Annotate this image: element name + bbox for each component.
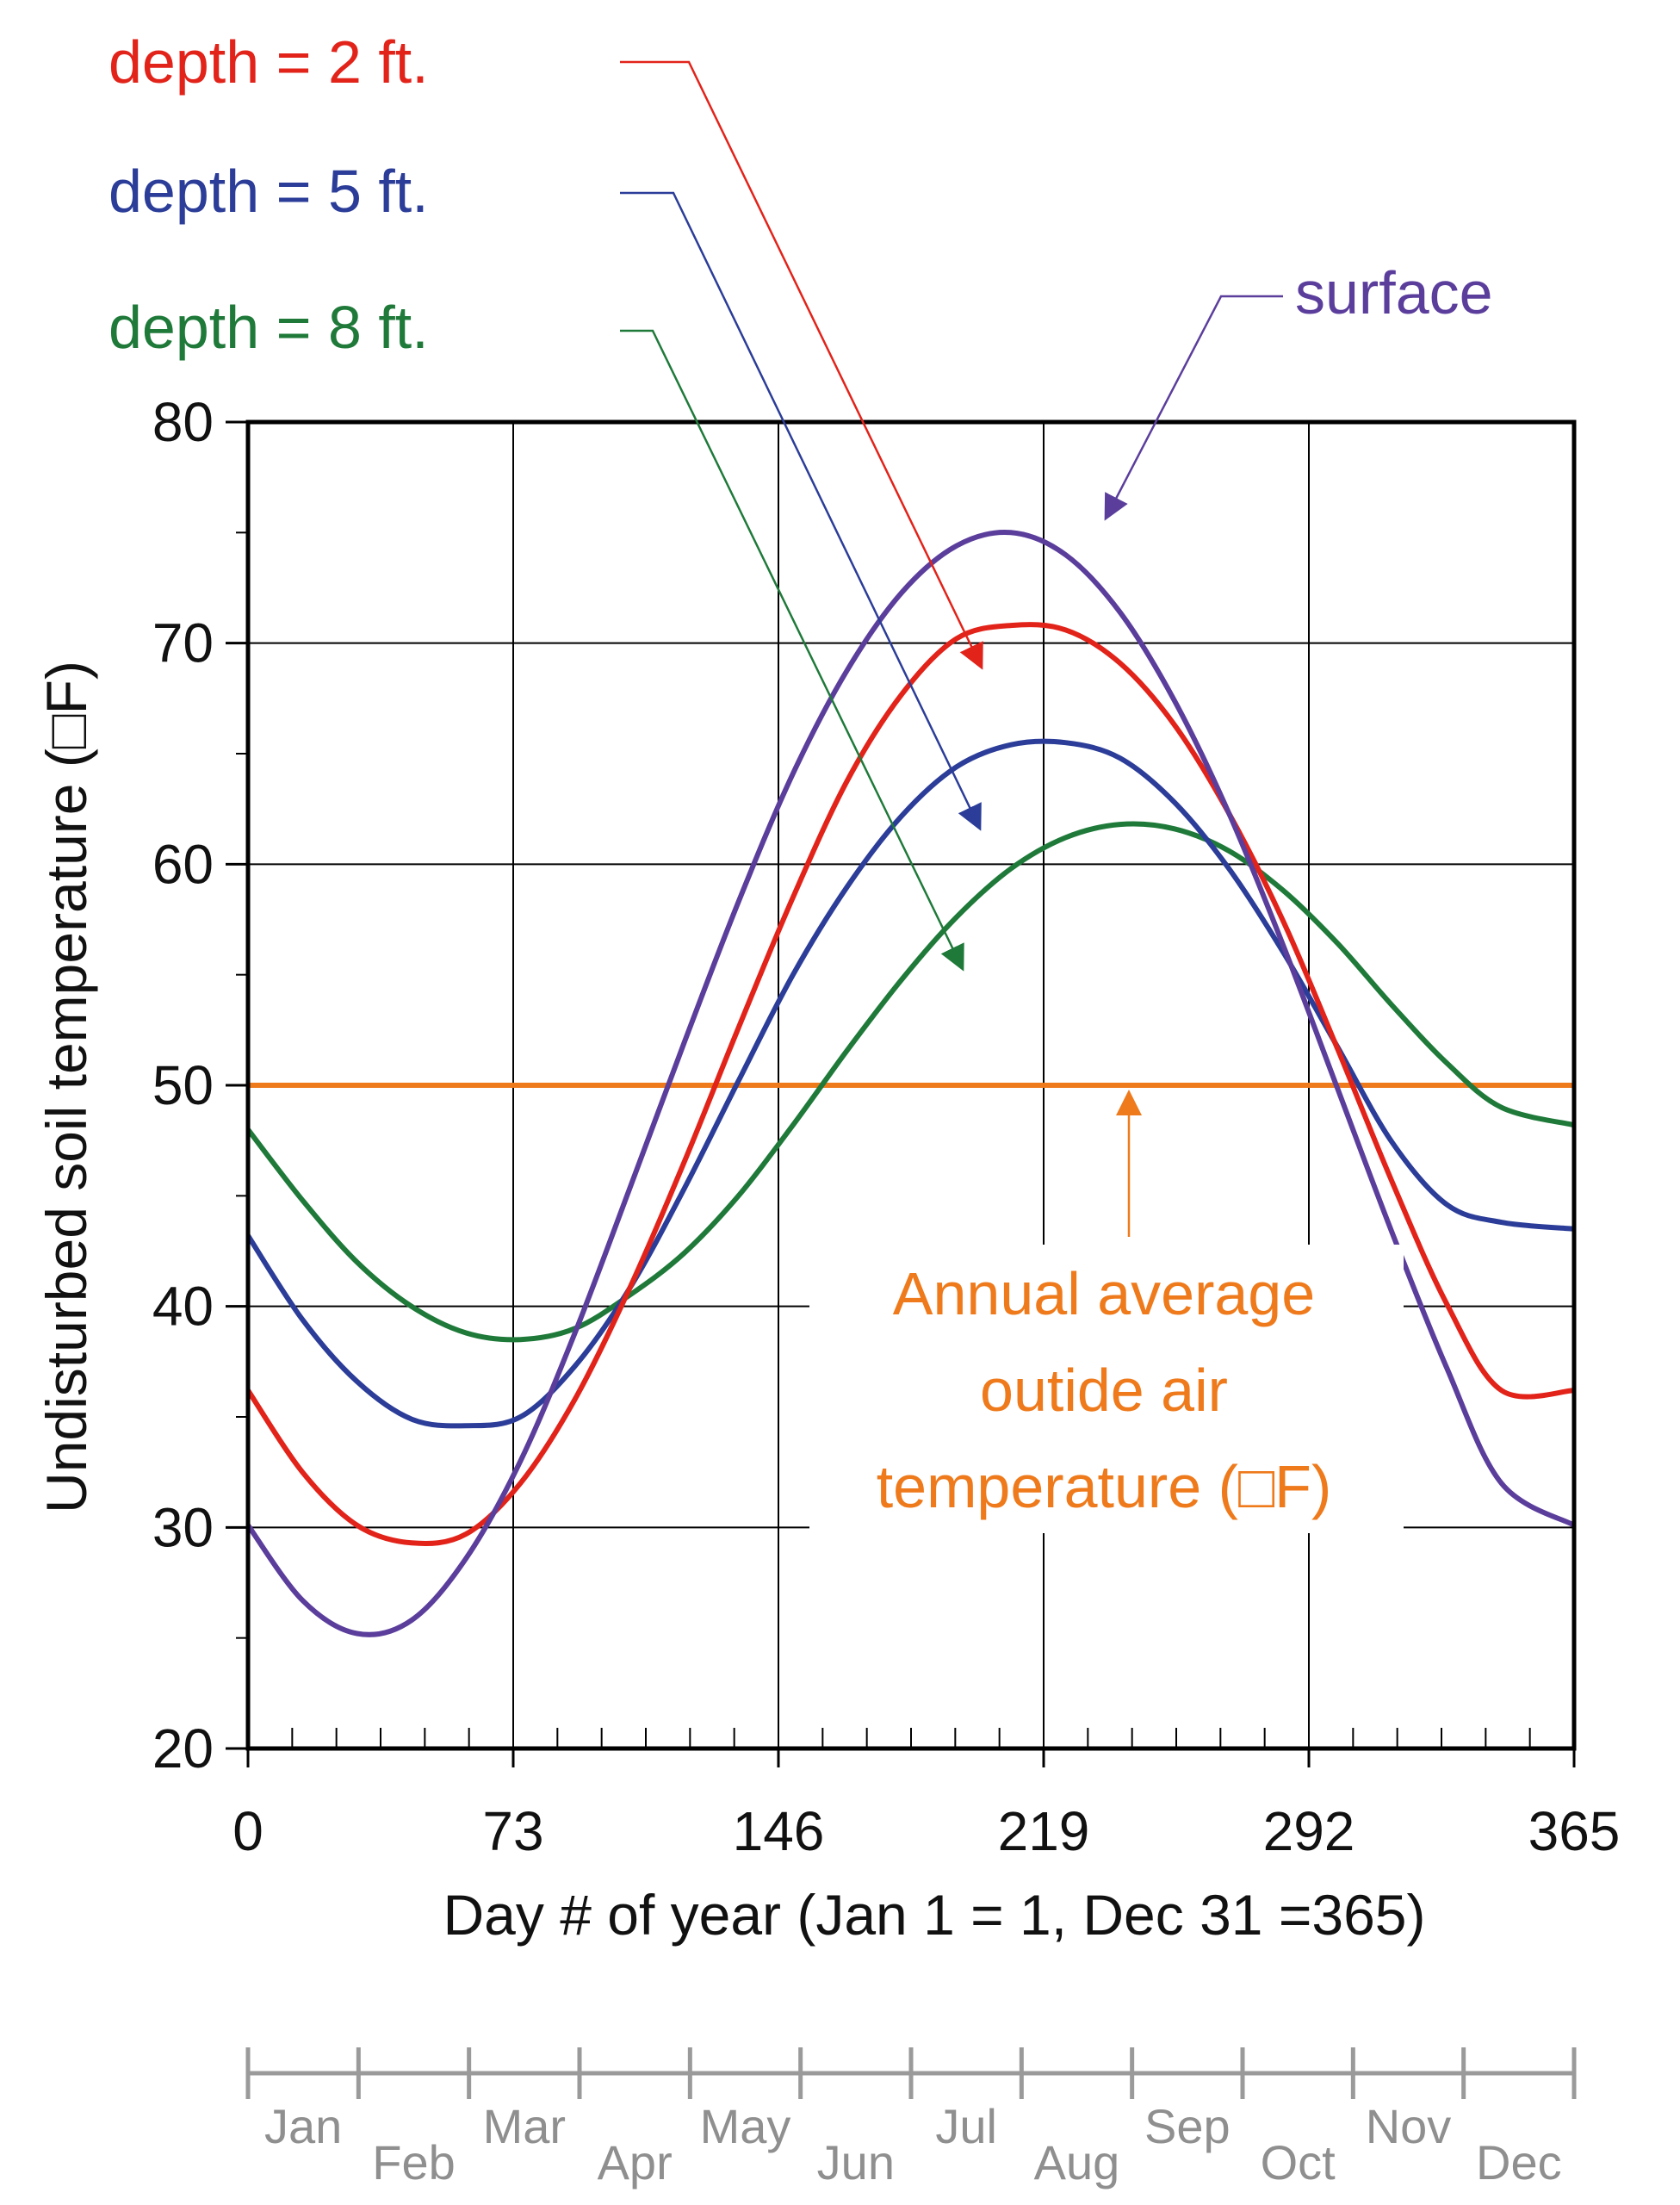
tick-labels: 0 73 146 219 292 365 20 30 40 50 60 70 80 bbox=[152, 391, 1621, 1862]
average-label-backing bbox=[809, 1245, 1404, 1533]
month-label: Jul bbox=[935, 2099, 997, 2153]
x-tick-label: 219 bbox=[998, 1800, 1090, 1862]
x-tick-label: 0 bbox=[232, 1800, 263, 1862]
label-depth-8: depth = 8 ft. bbox=[108, 294, 429, 361]
y-axis-title: Undisturbed soil temperature (□F) bbox=[34, 661, 98, 1513]
arrow-blue bbox=[620, 191, 982, 831]
x-tick-label: 365 bbox=[1528, 1800, 1621, 1862]
label-depth-5: depth = 5 ft. bbox=[108, 158, 429, 225]
month-label: Apr bbox=[598, 2135, 673, 2189]
month-label: Mar bbox=[483, 2099, 566, 2153]
y-tick-label: 50 bbox=[152, 1054, 214, 1116]
series-line-3 bbox=[245, 821, 1575, 1343]
month-label: Jun bbox=[817, 2135, 895, 2189]
average-label-line-1: Annual average bbox=[893, 1260, 1315, 1327]
annotation-arrows bbox=[620, 60, 1283, 1237]
y-tick-label: 80 bbox=[152, 391, 214, 453]
y-tick-label: 30 bbox=[152, 1496, 214, 1558]
month-label: Oct bbox=[1261, 2135, 1336, 2189]
arrow-purple bbox=[1104, 295, 1283, 521]
month-label: Jan bbox=[264, 2099, 342, 2153]
x-tick-label: 73 bbox=[482, 1800, 543, 1862]
arrow-green bbox=[620, 329, 964, 972]
x-axis-title: Day # of year (Jan 1 = 1, Dec 31 =365) bbox=[443, 1883, 1426, 1947]
month-label: Nov bbox=[1366, 2099, 1452, 2153]
month-label: Aug bbox=[1034, 2135, 1120, 2189]
month-label: Dec bbox=[1476, 2135, 1562, 2189]
y-tick-label: 20 bbox=[152, 1717, 214, 1780]
average-label-line-3: temperature (□F) bbox=[877, 1453, 1332, 1520]
x-tick-label: 292 bbox=[1263, 1800, 1355, 1862]
series-line-0 bbox=[245, 530, 1576, 1637]
month-label: Sep bbox=[1144, 2099, 1231, 2153]
average-label-line-2: outide air bbox=[980, 1357, 1228, 1424]
month-label: May bbox=[700, 2099, 791, 2153]
series-lines bbox=[245, 530, 1576, 1637]
y-tick-label: 60 bbox=[152, 833, 214, 895]
x-tick-label: 146 bbox=[733, 1800, 825, 1862]
plot-frame bbox=[245, 419, 1577, 1751]
label-depth-2: depth = 2 ft. bbox=[108, 28, 429, 96]
minor-ticks bbox=[226, 420, 1576, 1767]
month-scale: Jan Feb Mar Apr May Jun Jul Aug Sep Oct Nov Dec bbox=[245, 2047, 1577, 2189]
arrow-red bbox=[620, 60, 983, 670]
month-label: Feb bbox=[372, 2135, 456, 2189]
y-tick-label: 40 bbox=[152, 1276, 214, 1338]
y-tick-label: 70 bbox=[152, 612, 214, 674]
label-surface: surface bbox=[1295, 259, 1493, 326]
